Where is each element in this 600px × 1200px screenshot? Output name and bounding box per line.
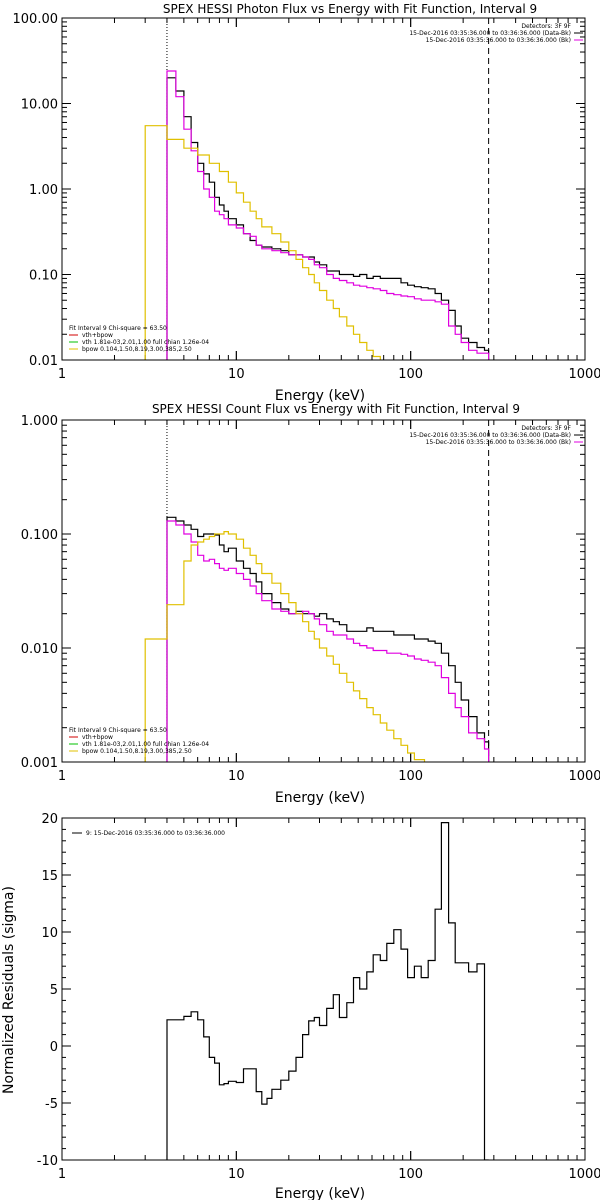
xlabel-count: Energy (keV) xyxy=(275,790,365,806)
legend-bottomleft-text: vth+bpow xyxy=(82,332,113,339)
y-tick-label: 1.00 xyxy=(29,183,58,198)
legend-bottomleft-text: vth 1.81e-03,2.01,1.00 full chian 1.26e-… xyxy=(82,741,209,748)
y-tick-label: 20 xyxy=(41,812,58,827)
legend-topright-text: 15-Dec-2016 03:35:36.000 to 03:36:36.000… xyxy=(426,439,571,446)
chart-title-photon: SPEX HESSI Photon Flux vs Energy with Fi… xyxy=(163,2,537,16)
x-tick-label: 10 xyxy=(228,769,245,784)
x-tick-label: 1000 xyxy=(568,367,600,382)
x-tick-label: 1000 xyxy=(568,1167,600,1182)
y-tick-label: 15 xyxy=(41,869,58,884)
series-fit-line xyxy=(166,70,490,360)
legend-topright-text: Detectors: 3F 9F xyxy=(521,23,571,30)
xlabel-photon: Energy (keV) xyxy=(275,388,365,404)
x-tick-label: 10 xyxy=(228,1167,245,1182)
plot-frame xyxy=(61,817,586,1161)
x-tick-label: 100 xyxy=(398,1167,423,1182)
legend-bottomleft-text: vth 1.81e-03,2.01,1.00 full chian 1.26e-… xyxy=(82,339,209,346)
chart-panel-2: 1 10 100 1000 0.001 0.010 0.100 1.000 Detectors:… xyxy=(21,414,600,784)
x-tick-label: 1 xyxy=(58,769,66,784)
y-tick-label: -5 xyxy=(45,1097,58,1112)
y-tick-label: 0.010 xyxy=(21,642,58,657)
legend-topleft-text: 9: 15-Dec-2016 03:35:36.000 to 03:36:36.… xyxy=(86,830,225,837)
y-tick-label: 0.01 xyxy=(29,354,58,369)
series-data-line xyxy=(166,77,490,360)
series-data-line xyxy=(166,516,490,762)
chart-title-count: SPEX HESSI Count Flux vs Energy with Fit… xyxy=(152,402,520,416)
y-tick-label: 5 xyxy=(50,983,58,998)
x-tick-label: 100 xyxy=(398,367,423,382)
plot-frame xyxy=(61,17,586,361)
ylabel-residuals: Normalized Residuals (sigma) xyxy=(1,886,17,1094)
y-tick-label: 100.00 xyxy=(13,12,59,27)
y-tick-label: -10 xyxy=(37,1154,58,1169)
series-bpow-line xyxy=(144,531,426,762)
legend-topright-text: 15-Dec-2016 03:35:36.000 to 03:36:36.000… xyxy=(409,30,571,37)
x-tick-label: 100 xyxy=(398,769,423,784)
legend-bottomleft-text: vth+bpow xyxy=(82,734,113,741)
xlabel-residuals: Energy (keV) xyxy=(275,1186,365,1200)
x-tick-label: 10 xyxy=(228,367,245,382)
legend-bottomleft-text: bpow 0.104,1.50,8.19,3.00,385,2.50 xyxy=(82,748,192,755)
legend-topright-text: Detectors: 3F 9F xyxy=(521,425,571,432)
x-tick-label: 1000 xyxy=(568,769,600,784)
y-tick-label: 10 xyxy=(41,926,58,941)
series-bpow-line xyxy=(144,125,381,360)
y-tick-label: 0.10 xyxy=(29,269,58,284)
series-fit-line xyxy=(166,520,490,762)
y-tick-label: 0.100 xyxy=(21,528,58,543)
plot-frame xyxy=(61,419,586,763)
series-data-line xyxy=(166,822,489,1160)
legend-topright-text: 15-Dec-2016 03:35:36.000 to 03:36:36.000… xyxy=(426,37,571,44)
y-tick-label: 0.001 xyxy=(21,756,58,771)
y-tick-label: 10.00 xyxy=(21,98,58,113)
x-tick-label: 1 xyxy=(58,367,66,382)
chart-panel-3: 1 10 100 1000 -10 -5 0 5 10 15 20 9: 15-Dec-2016 03… xyxy=(37,812,600,1182)
legend-bottomleft-text: Fit Interval 9 Chi-square = 63.50 xyxy=(69,325,167,332)
x-tick-label: 1 xyxy=(58,1167,66,1182)
y-tick-label: 0 xyxy=(50,1040,58,1055)
y-tick-label: 1.000 xyxy=(21,414,58,429)
chart-panel-1: 1 10 100 1000 0.01 0.10 1.00 10.00 100.00 Detecto… xyxy=(13,12,600,382)
legend-topright-text: 15-Dec-2016 03:35:36.000 to 03:36:36.000… xyxy=(409,432,571,439)
legend-bottomleft-text: Fit Interval 9 Chi-square = 63.50 xyxy=(69,727,167,734)
legend-bottomleft-text: bpow 0.104,1.50,8.19,3.00,385,2.50 xyxy=(82,346,192,353)
